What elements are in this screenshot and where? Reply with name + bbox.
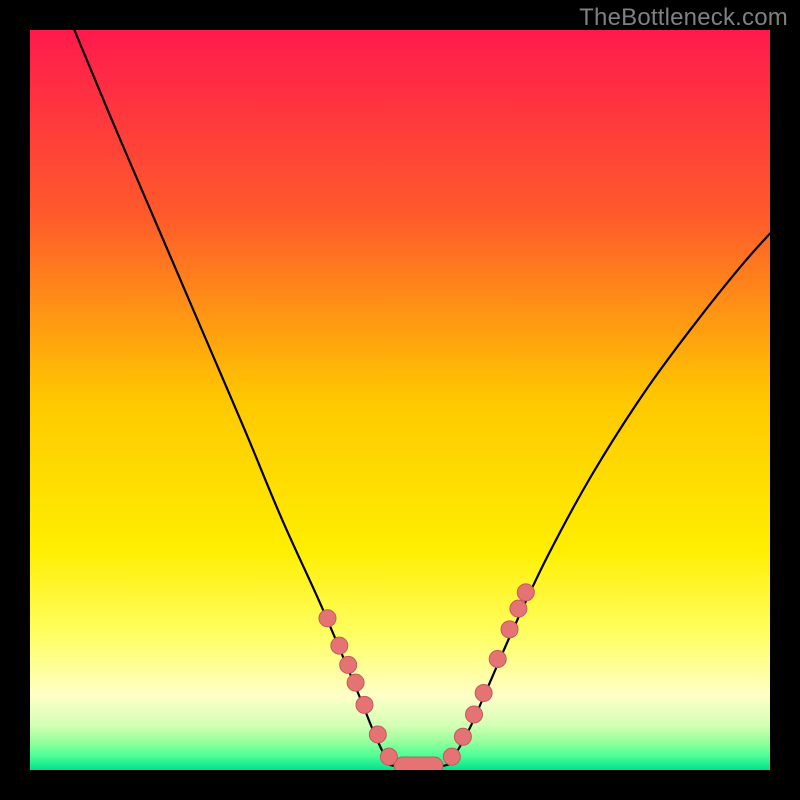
marker-left-6 <box>380 748 397 765</box>
marker-left-4 <box>356 696 373 713</box>
gradient-background <box>30 30 770 770</box>
marker-left-0 <box>319 610 336 627</box>
plot-area <box>30 30 770 770</box>
outer-frame: TheBottleneck.com <box>0 0 800 800</box>
marker-right-6 <box>510 600 527 617</box>
marker-right-0 <box>443 748 460 765</box>
marker-right-3 <box>475 685 492 702</box>
marker-left-5 <box>369 726 386 743</box>
marker-bottom-bar <box>394 757 443 770</box>
watermark-text: TheBottleneck.com <box>579 4 788 32</box>
marker-left-2 <box>340 656 357 673</box>
marker-right-2 <box>466 706 483 723</box>
marker-left-3 <box>347 674 364 691</box>
marker-right-4 <box>489 651 506 668</box>
marker-right-5 <box>501 621 518 638</box>
marker-right-1 <box>454 728 471 745</box>
marker-left-1 <box>331 637 348 654</box>
marker-right-7 <box>517 584 534 601</box>
